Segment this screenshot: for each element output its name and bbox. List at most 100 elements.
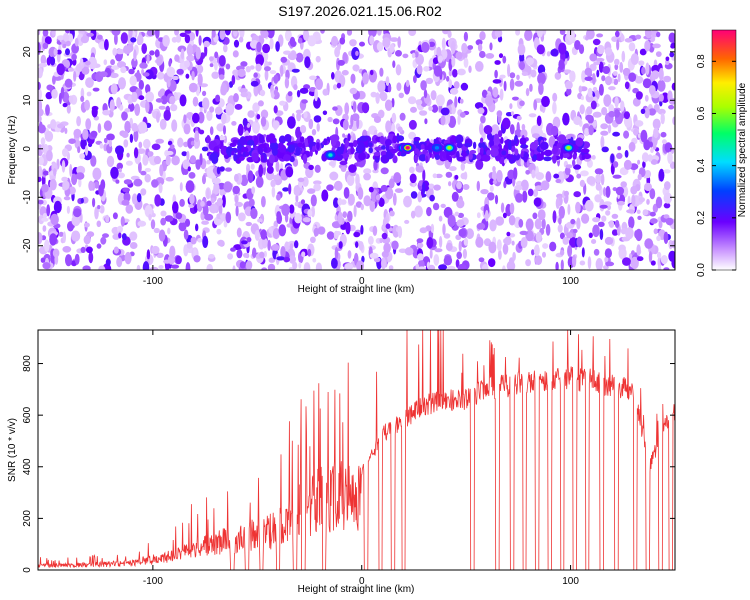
- heatmap-cell: [368, 147, 373, 154]
- heatmap-cell: [61, 160, 66, 173]
- heatmap-cell: [76, 33, 85, 46]
- heatmap-cell: [167, 227, 171, 235]
- heatmap-cell: [562, 112, 570, 126]
- heatmap-cell: [452, 68, 458, 78]
- heatmap-cell: [283, 256, 291, 263]
- heatmap-cell: [120, 66, 127, 74]
- heatmap-cell: [57, 123, 64, 129]
- heatmap-cell: [555, 261, 559, 270]
- heatmap-cell: [49, 233, 57, 246]
- heatmap-cell: [413, 136, 421, 142]
- heatmap-cell: [520, 157, 524, 167]
- heatmap-cell: [62, 102, 68, 108]
- heatmap-cell: [155, 30, 160, 39]
- heatmap-cell: [227, 253, 234, 260]
- heatmap-cell: [476, 154, 482, 161]
- heatmap-cell: [396, 82, 402, 91]
- heatmap-cell: [589, 53, 598, 62]
- heatmap-cell: [209, 126, 214, 136]
- heatmap-cell: [312, 258, 317, 263]
- heatmap-cell: [53, 200, 62, 214]
- heatmap-cell: [281, 203, 290, 216]
- heatmap-cell: [422, 169, 426, 182]
- spectrogram-x-tick-label: 0: [359, 276, 365, 287]
- heatmap-cell: [533, 244, 540, 257]
- heatmap-cell: [289, 243, 294, 250]
- heatmap-cell: [65, 48, 70, 56]
- heatmap-cell: [503, 238, 508, 244]
- heatmap-cell: [604, 248, 613, 258]
- heatmap-cell: [671, 82, 675, 91]
- heatmap-cell: [552, 116, 561, 129]
- heatmap-cell: [91, 106, 98, 118]
- heatmap-cell: [268, 226, 273, 234]
- heatmap-cell: [656, 235, 661, 242]
- heatmap-cell: [259, 134, 265, 144]
- heatmap-cell: [587, 87, 593, 98]
- heatmap-cell: [332, 118, 340, 125]
- heatmap-cell: [202, 97, 210, 110]
- heatmap-cell: [434, 146, 440, 150]
- heatmap-cell: [438, 264, 448, 270]
- heatmap-cell: [334, 46, 340, 58]
- heatmap-cell: [616, 39, 620, 51]
- heatmap-cell: [509, 78, 515, 91]
- heatmap-cell: [333, 197, 339, 208]
- heatmap-cell: [185, 180, 195, 193]
- heatmap-cell: [38, 88, 42, 100]
- heatmap-cell: [372, 225, 378, 236]
- heatmap-cell: [247, 139, 255, 146]
- heatmap-cell: [183, 114, 187, 124]
- heatmap-cell: [206, 110, 213, 122]
- heatmap-cell: [206, 166, 215, 179]
- heatmap-cell: [478, 257, 485, 263]
- heatmap-cell: [622, 257, 631, 266]
- heatmap-cell: [58, 231, 64, 237]
- heatmap-cell: [635, 91, 643, 100]
- heatmap-cell: [398, 92, 404, 99]
- heatmap-cell: [489, 139, 495, 148]
- heatmap-cell: [90, 155, 97, 167]
- heatmap-cell: [165, 155, 171, 166]
- heatmap-cell: [613, 109, 621, 118]
- heatmap-cell: [531, 169, 536, 179]
- heatmap-cell: [232, 69, 240, 76]
- heatmap-cell: [598, 61, 604, 73]
- heatmap-cell: [418, 180, 423, 187]
- heatmap-cell: [53, 168, 57, 177]
- heatmap-cell: [102, 109, 111, 116]
- heatmap-cell: [149, 266, 159, 270]
- heatmap-cell: [480, 189, 489, 195]
- heatmap-cell: [399, 112, 406, 121]
- heatmap-cell: [46, 150, 53, 162]
- heatmap-cell: [214, 51, 219, 59]
- heatmap-cell: [171, 155, 180, 166]
- heatmap-cell: [233, 93, 239, 103]
- heatmap-cell: [628, 72, 637, 82]
- heatmap-cell: [294, 201, 299, 207]
- heatmap-cell: [468, 65, 472, 73]
- heatmap-cell: [103, 59, 108, 66]
- heatmap-cell: [650, 260, 656, 266]
- heatmap-cell: [223, 220, 228, 228]
- heatmap-cell: [344, 102, 350, 115]
- heatmap-cell: [566, 146, 571, 150]
- heatmap-cell: [597, 221, 605, 227]
- heatmap-cell: [126, 152, 130, 158]
- heatmap-cell: [417, 191, 423, 203]
- heatmap-cell: [229, 142, 237, 147]
- heatmap-cell: [397, 126, 403, 133]
- heatmap-cell: [603, 201, 612, 206]
- heatmap-cell: [62, 231, 66, 243]
- heatmap-cell: [620, 100, 625, 112]
- heatmap-cell: [576, 173, 582, 179]
- heatmap-cell: [94, 181, 100, 189]
- heatmap-cell: [287, 52, 297, 61]
- heatmap-cell: [586, 106, 593, 115]
- heatmap-cell: [267, 239, 271, 251]
- heatmap-cell: [38, 199, 44, 205]
- heatmap-cell: [611, 36, 618, 42]
- heatmap-cell: [392, 60, 396, 68]
- heatmap-cell: [416, 64, 423, 75]
- heatmap-cell: [285, 166, 294, 178]
